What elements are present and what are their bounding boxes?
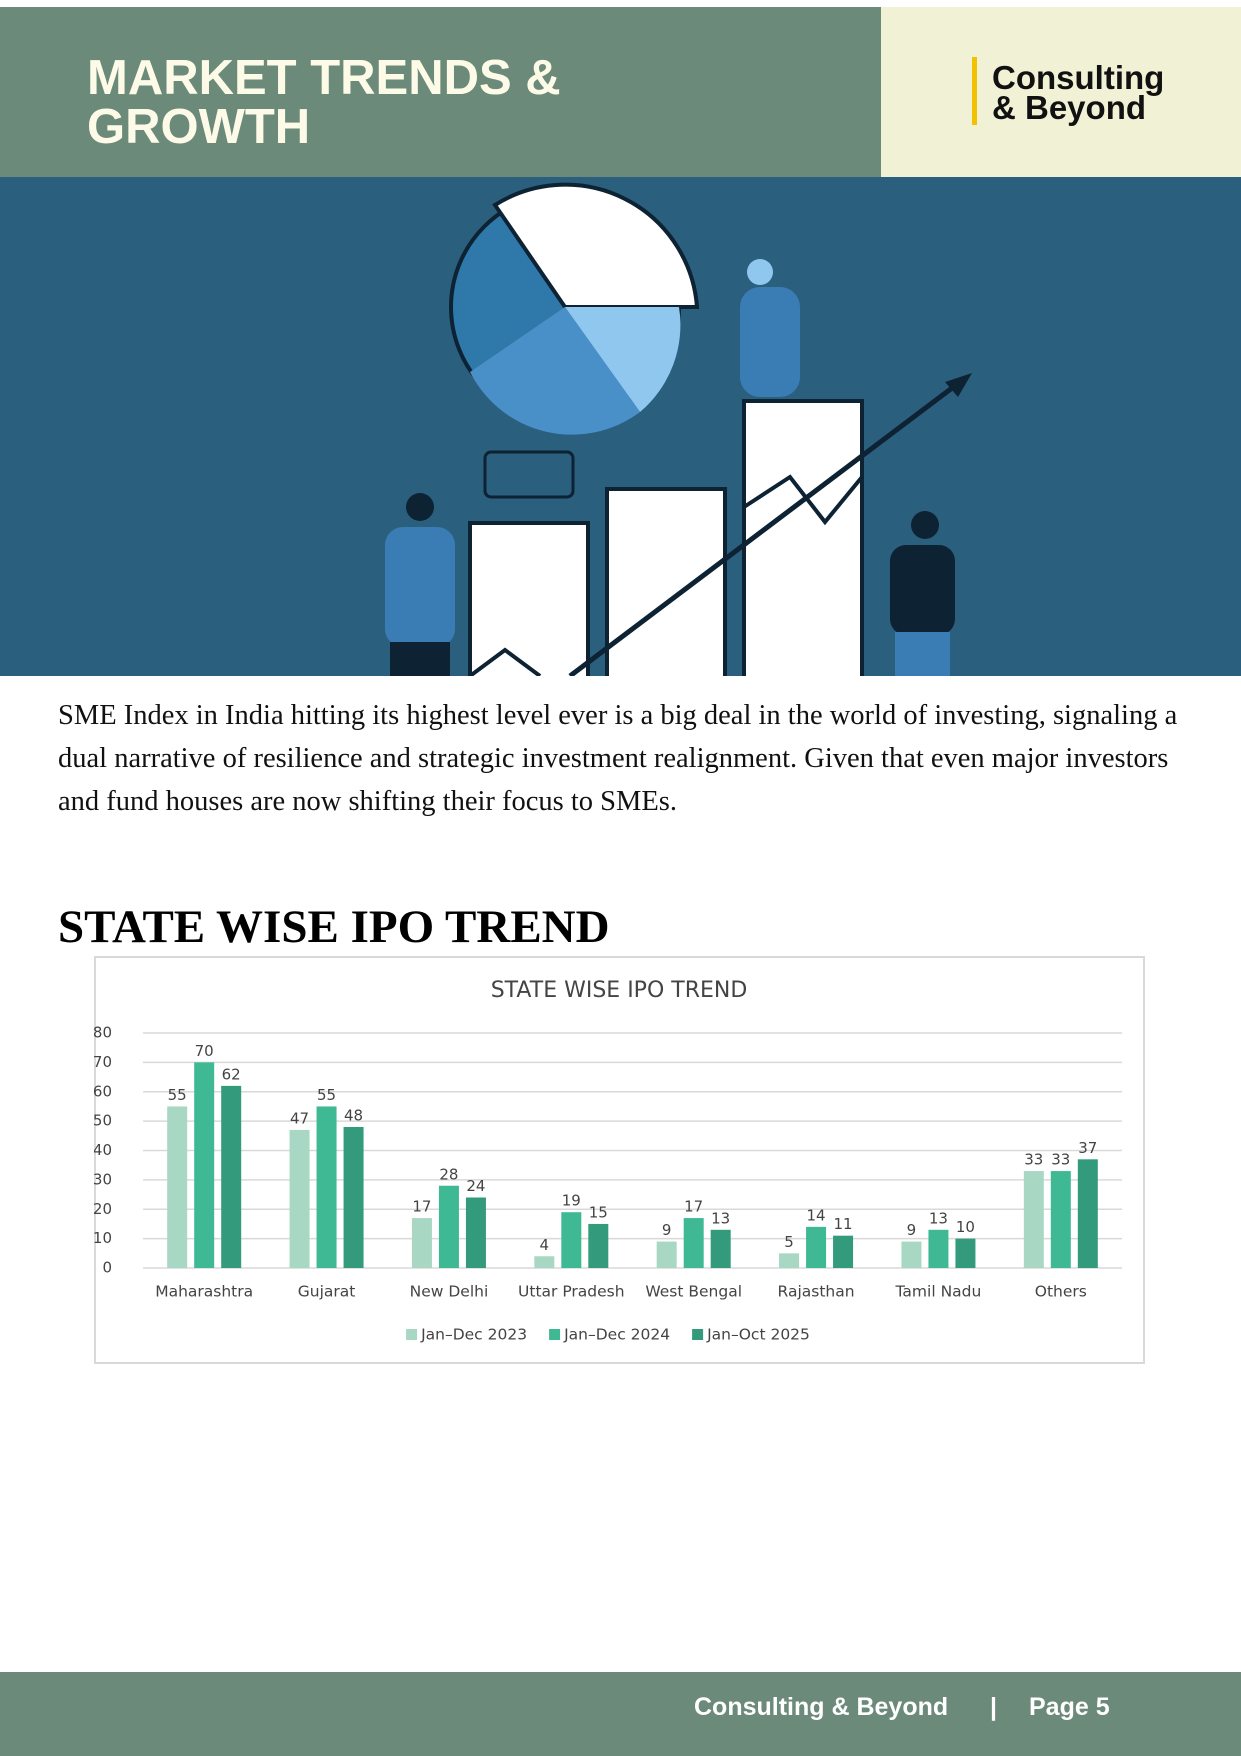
bar — [928, 1229, 949, 1268]
bar — [465, 1197, 486, 1268]
x-tick-label: Others — [1035, 1283, 1087, 1301]
bar — [833, 1235, 854, 1268]
y-tick-label: 0 — [102, 1259, 112, 1277]
data-label: 37 — [1078, 1139, 1097, 1157]
data-label: 15 — [589, 1203, 608, 1221]
footer-brand: Consulting & Beyond — [694, 1693, 949, 1721]
data-label: 19 — [562, 1192, 581, 1210]
data-label: 11 — [834, 1215, 853, 1233]
illustration — [0, 177, 1241, 676]
data-label: 55 — [317, 1086, 336, 1104]
y-tick-label: 60 — [94, 1082, 112, 1100]
bar — [656, 1241, 677, 1268]
x-tick-label: West Bengal — [645, 1283, 742, 1301]
bar — [221, 1085, 242, 1268]
data-label: 33 — [1051, 1151, 1070, 1169]
logo-band — [881, 7, 1241, 177]
bar — [1077, 1159, 1098, 1268]
bar — [588, 1223, 609, 1268]
legend-swatch — [692, 1329, 704, 1340]
y-tick-label: 30 — [94, 1170, 112, 1188]
footer-separator: | — [990, 1693, 997, 1721]
data-label: 4 — [540, 1236, 550, 1254]
x-tick-label: Uttar Pradesh — [518, 1283, 625, 1301]
data-label: 17 — [684, 1198, 703, 1216]
bar — [411, 1218, 432, 1268]
data-label: 70 — [195, 1042, 214, 1060]
bar — [779, 1253, 800, 1268]
body-paragraph: SME Index in India hitting its highest l… — [58, 700, 1178, 817]
chart-frame — [94, 956, 1145, 1364]
data-label: 17 — [412, 1198, 431, 1216]
bar — [806, 1226, 827, 1268]
legend-swatch — [406, 1329, 418, 1340]
bar — [561, 1212, 582, 1268]
bar — [683, 1218, 704, 1268]
bar — [167, 1106, 188, 1268]
y-tick-label: 10 — [94, 1229, 112, 1247]
data-label: 33 — [1024, 1151, 1043, 1169]
bar — [1023, 1171, 1044, 1268]
data-label: 13 — [929, 1209, 948, 1227]
bar — [955, 1238, 976, 1268]
y-tick-label: 80 — [94, 1024, 112, 1042]
data-label: 14 — [807, 1206, 826, 1224]
bar — [438, 1185, 459, 1268]
x-tick-label: New Delhi — [410, 1283, 489, 1301]
y-tick-label: 40 — [94, 1141, 112, 1159]
data-label: 24 — [466, 1177, 485, 1195]
bar — [343, 1127, 364, 1268]
chart-title: STATE WISE IPO TREND — [491, 978, 748, 1003]
x-tick-label: Tamil Nadu — [895, 1283, 982, 1301]
bar — [316, 1106, 337, 1268]
x-tick-label: Rajasthan — [778, 1283, 855, 1301]
data-label: 5 — [784, 1233, 794, 1251]
x-tick-label: Gujarat — [298, 1283, 356, 1301]
bar — [901, 1241, 922, 1268]
page-title: MARKET TRENDS & — [87, 51, 561, 105]
footer-page: Page 5 — [1029, 1693, 1110, 1721]
data-label: 48 — [344, 1107, 363, 1125]
logo-text: & Beyond — [992, 89, 1147, 126]
data-label: 62 — [222, 1065, 241, 1083]
data-label: 13 — [711, 1209, 730, 1227]
logo-text: Consulting — [992, 59, 1165, 96]
bar — [1050, 1171, 1071, 1268]
logo-bar — [972, 57, 977, 125]
bar — [194, 1062, 215, 1268]
bar — [289, 1129, 310, 1268]
data-label: 9 — [907, 1221, 917, 1239]
title-band — [0, 7, 881, 177]
bar — [534, 1256, 555, 1268]
section-heading: STATE WISE IPO TREND — [58, 901, 610, 953]
footer — [0, 1672, 1241, 1756]
y-tick-label: 70 — [94, 1053, 112, 1071]
legend-label: Jan–Dec 2023 — [420, 1326, 527, 1344]
y-tick-label: 50 — [94, 1112, 112, 1130]
legend-label: Jan–Dec 2024 — [563, 1326, 670, 1344]
data-label: 9 — [662, 1221, 672, 1239]
x-tick-label: Maharashtra — [155, 1283, 253, 1301]
data-label: 28 — [439, 1165, 458, 1183]
legend-label: Jan–Oct 2025 — [706, 1326, 810, 1344]
chart: STATE WISE IPO TREND 0 10 20 30 40 50 60 70 80 Ma… — [94, 956, 1145, 1364]
page-title: GROWTH — [87, 100, 311, 154]
bar — [710, 1229, 731, 1268]
data-label: 47 — [290, 1109, 309, 1127]
data-label: 10 — [956, 1218, 975, 1236]
legend-swatch — [549, 1329, 561, 1340]
y-tick-label: 20 — [94, 1200, 112, 1218]
data-label: 55 — [168, 1086, 187, 1104]
